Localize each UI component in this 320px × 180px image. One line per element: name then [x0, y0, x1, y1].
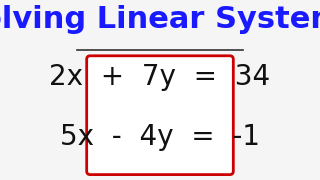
FancyBboxPatch shape — [87, 56, 233, 175]
Text: 5x  -  4y  =  -1: 5x - 4y = -1 — [60, 123, 260, 151]
Text: Solving Linear Systems: Solving Linear Systems — [0, 5, 320, 34]
Text: 2x  +  7y  =  34: 2x + 7y = 34 — [49, 63, 271, 91]
